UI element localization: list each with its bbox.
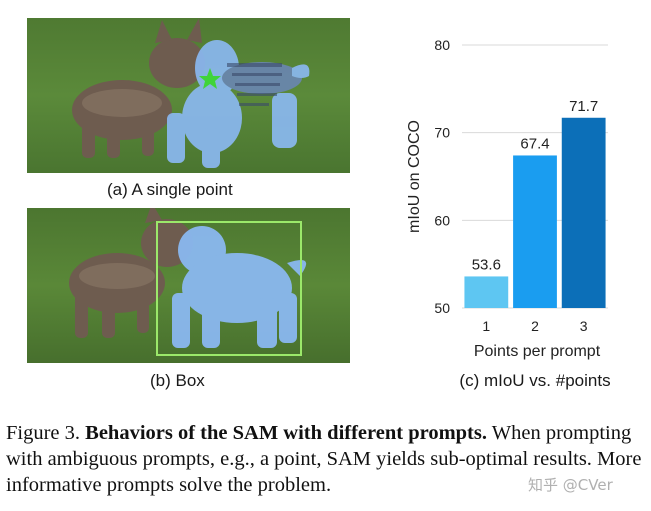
panel-b-caption: (b) Box: [150, 371, 205, 390]
data-label: 53.6: [472, 256, 501, 273]
x-axis-label: Points per prompt: [474, 343, 601, 360]
x-tick-label: 1: [482, 318, 490, 334]
panel-b-box: [27, 208, 350, 363]
x-tick-label: 2: [531, 318, 539, 334]
photo-single-point: [27, 18, 350, 173]
bar: [513, 155, 557, 308]
star-icon: [199, 68, 221, 89]
panel-a-single-point: [27, 18, 350, 173]
panel-a-caption: (a) A single point: [107, 180, 233, 199]
figure-label: Figure 3.: [6, 422, 81, 444]
y-tick-label: 50: [434, 300, 450, 316]
data-label: 67.4: [520, 135, 549, 152]
box-prompt-rect: [156, 221, 302, 356]
bar: [561, 117, 606, 308]
miou-bar-chart: 50 60 70 80 53.6 1 67.4 2 71.7 3 Points per prompt…: [406, 37, 611, 390]
watermark: 知乎 @CVer: [528, 476, 613, 494]
figure-caption-bold: Behaviors of the SAM with different prom…: [85, 422, 487, 444]
y-tick-label: 80: [434, 37, 450, 53]
y-axis-label: mIoU on COCO: [406, 120, 423, 233]
segmentation-mask: [172, 226, 307, 348]
y-tick-label: 70: [434, 125, 450, 141]
chart-caption: (c) mIoU vs. #points: [459, 371, 610, 390]
figure-caption-text: When prompting with ambiguous prompts, e…: [6, 422, 642, 496]
x-tick-label: 3: [580, 318, 588, 334]
photo-box-prompt: [27, 208, 350, 363]
figure-caption: Figure 3. Behaviors of the SAM with diff…: [6, 420, 646, 498]
data-label: 71.7: [569, 98, 598, 115]
bar: [464, 276, 509, 308]
y-tick-label: 60: [434, 212, 450, 228]
mask-noise: [227, 63, 282, 106]
